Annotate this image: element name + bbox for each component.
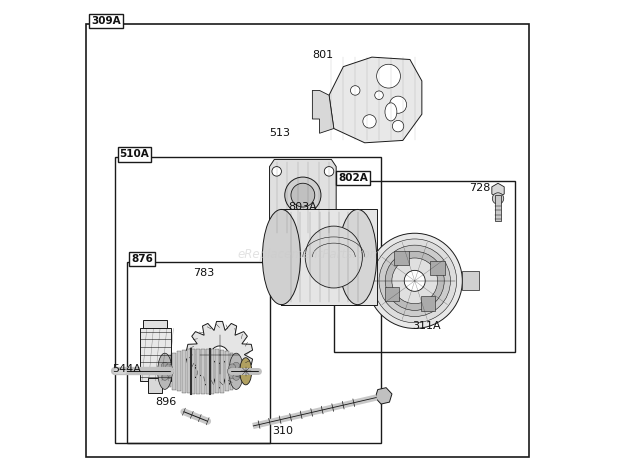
Text: 544A: 544A bbox=[112, 364, 141, 374]
Circle shape bbox=[492, 193, 503, 204]
Bar bbox=[148, 378, 162, 393]
Text: 802A: 802A bbox=[339, 173, 368, 183]
Bar bbox=[211, 349, 215, 394]
Bar bbox=[126, 262, 270, 443]
Circle shape bbox=[161, 374, 168, 380]
Polygon shape bbox=[420, 297, 435, 311]
Circle shape bbox=[167, 368, 174, 375]
Circle shape bbox=[229, 364, 236, 371]
Circle shape bbox=[404, 270, 425, 291]
Bar bbox=[197, 349, 200, 394]
Polygon shape bbox=[385, 287, 399, 301]
Circle shape bbox=[285, 177, 321, 213]
Ellipse shape bbox=[229, 353, 244, 389]
Text: 728: 728 bbox=[469, 183, 491, 193]
Circle shape bbox=[379, 245, 450, 317]
Polygon shape bbox=[187, 321, 252, 388]
Bar bbox=[225, 351, 229, 391]
Text: 783: 783 bbox=[193, 268, 215, 278]
Bar bbox=[495, 195, 501, 221]
Circle shape bbox=[272, 167, 281, 176]
Bar bbox=[167, 356, 172, 387]
Bar bbox=[215, 349, 219, 393]
Polygon shape bbox=[375, 387, 392, 404]
Text: 510A: 510A bbox=[120, 149, 149, 159]
Circle shape bbox=[324, 167, 334, 176]
Bar bbox=[177, 351, 181, 391]
Bar bbox=[206, 349, 210, 394]
Circle shape bbox=[291, 183, 315, 207]
Bar bbox=[187, 349, 190, 393]
Bar bbox=[192, 349, 195, 394]
Circle shape bbox=[373, 239, 456, 323]
Bar bbox=[172, 353, 176, 390]
Text: 896: 896 bbox=[155, 397, 177, 407]
Text: 309A: 309A bbox=[91, 16, 121, 26]
Circle shape bbox=[233, 374, 239, 380]
Polygon shape bbox=[329, 57, 422, 143]
Bar bbox=[281, 209, 376, 305]
Circle shape bbox=[374, 91, 383, 99]
Polygon shape bbox=[463, 271, 479, 290]
Circle shape bbox=[389, 96, 407, 113]
Text: 803A: 803A bbox=[288, 202, 317, 212]
Bar bbox=[298, 231, 308, 257]
Bar bbox=[229, 353, 233, 390]
Bar bbox=[182, 350, 186, 393]
Polygon shape bbox=[270, 159, 336, 236]
Text: 876: 876 bbox=[131, 254, 153, 264]
Circle shape bbox=[392, 120, 404, 132]
Circle shape bbox=[363, 115, 376, 128]
Polygon shape bbox=[394, 251, 409, 265]
Ellipse shape bbox=[240, 358, 252, 385]
Circle shape bbox=[350, 86, 360, 95]
Bar bbox=[201, 348, 205, 394]
Bar bbox=[220, 350, 224, 393]
Circle shape bbox=[227, 368, 234, 375]
Bar bbox=[115, 157, 381, 443]
Circle shape bbox=[376, 64, 401, 88]
Bar bbox=[143, 320, 167, 328]
Circle shape bbox=[385, 251, 445, 310]
Polygon shape bbox=[430, 261, 445, 275]
Text: 310: 310 bbox=[272, 426, 293, 436]
Circle shape bbox=[272, 221, 281, 231]
Circle shape bbox=[229, 372, 236, 378]
Text: 513: 513 bbox=[270, 128, 291, 138]
Circle shape bbox=[161, 362, 168, 369]
Ellipse shape bbox=[385, 103, 397, 121]
Text: 311A: 311A bbox=[412, 321, 441, 331]
Circle shape bbox=[367, 233, 463, 328]
Bar bbox=[334, 181, 515, 352]
Polygon shape bbox=[312, 90, 334, 133]
Text: eReplacementParts.com: eReplacementParts.com bbox=[238, 248, 382, 261]
Ellipse shape bbox=[305, 226, 362, 288]
Text: 801: 801 bbox=[312, 50, 334, 60]
Circle shape bbox=[166, 364, 172, 371]
Ellipse shape bbox=[157, 353, 172, 389]
Polygon shape bbox=[492, 183, 504, 198]
Circle shape bbox=[166, 372, 172, 378]
Circle shape bbox=[392, 258, 438, 304]
Bar bbox=[296, 231, 310, 264]
Ellipse shape bbox=[262, 209, 301, 305]
Circle shape bbox=[324, 221, 334, 231]
Circle shape bbox=[233, 362, 239, 369]
Ellipse shape bbox=[339, 209, 376, 305]
Circle shape bbox=[211, 346, 228, 363]
Bar bbox=[140, 328, 170, 381]
